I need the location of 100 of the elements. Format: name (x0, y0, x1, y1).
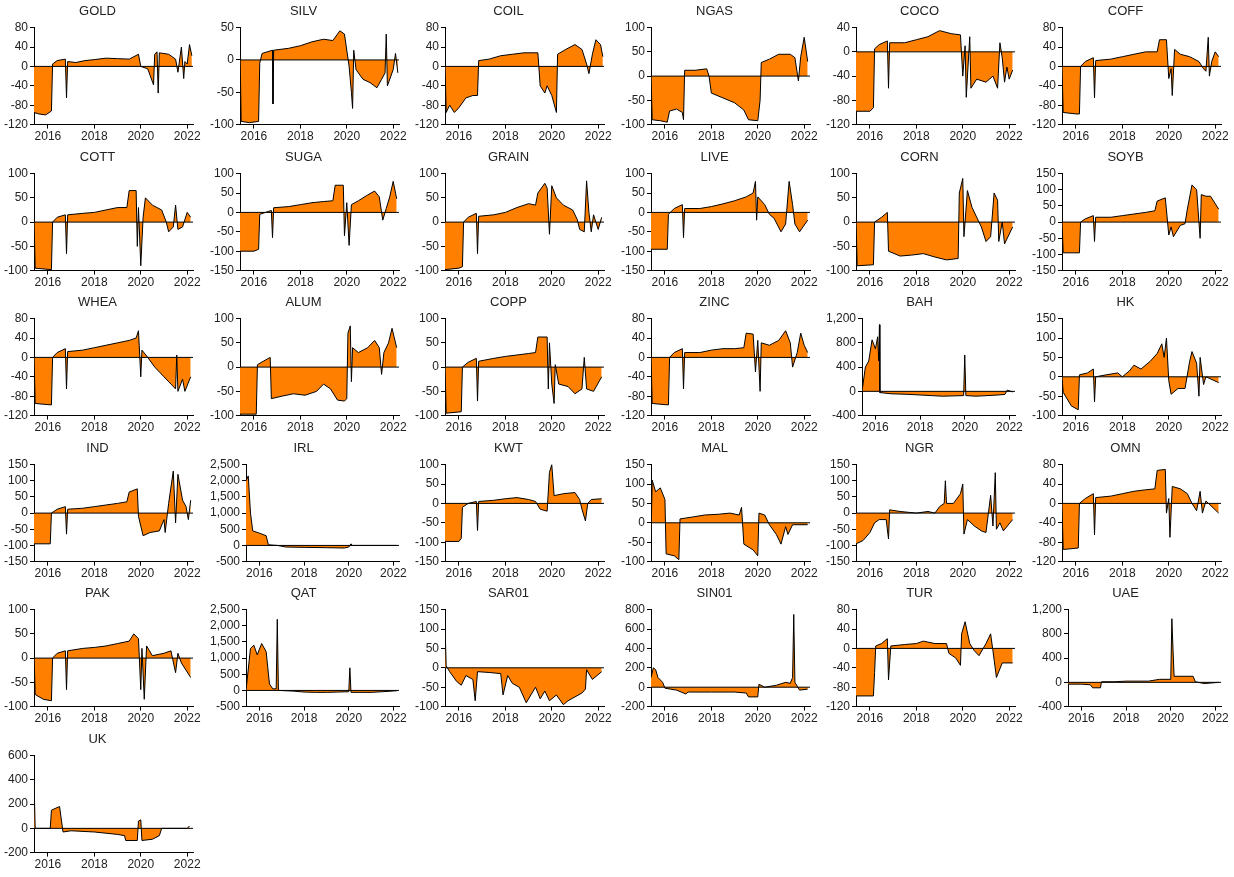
x-tick-label: 2020 (333, 420, 361, 435)
y-tick-label: -100 (3, 537, 29, 552)
y-tick-label: 200 (7, 796, 29, 811)
y-tick-label: 400 (624, 640, 646, 655)
chart-title: SOYB (1107, 149, 1144, 165)
y-tick-label: 100 (418, 456, 440, 471)
x-tick-label: 2022 (1201, 566, 1229, 581)
y-tick-label: 100 (624, 476, 646, 491)
x-tick-label: 2018 (1109, 566, 1137, 581)
y-tick-label: -500 (216, 553, 241, 568)
x-tick-label: 2016 (445, 420, 473, 435)
y-tick-label: 50 (631, 185, 646, 200)
y-tick-label: -80 (627, 388, 646, 403)
y-tick-label: 0 (1049, 214, 1057, 229)
x-tick-label: 2016 (34, 566, 62, 581)
y-tick-label: -50 (421, 515, 440, 530)
x-tick-label: 2020 (949, 275, 977, 290)
x-tick-label: 2020 (127, 566, 155, 581)
y-tick-label: 50 (14, 626, 29, 641)
x-tick-label: 2022 (173, 129, 201, 144)
y-tick-label: 150 (1035, 165, 1057, 180)
y-tick-label: -40 (421, 78, 440, 93)
x-tick-label: 2022 (584, 275, 612, 290)
y-tick-label: 600 (7, 747, 29, 762)
x-tick-label: 2016 (1062, 420, 1090, 435)
y-tick-label: 50 (631, 44, 646, 59)
y-tick-label: 0 (638, 515, 646, 530)
y-tick-label: 50 (425, 335, 440, 350)
y-tick-label: 50 (631, 495, 646, 510)
x-tick-label: 2018 (492, 711, 520, 726)
x-tick-label: 2022 (790, 129, 818, 144)
x-tick-label: 2018 (698, 566, 726, 581)
x-tick-label: 2022 (995, 275, 1023, 290)
y-tick-label: 0 (227, 359, 235, 374)
y-tick-label: 0 (638, 204, 646, 219)
x-tick-label: 2018 (1112, 711, 1140, 726)
chart-title: COFF (1107, 3, 1144, 19)
x-tick-label: 2016 (856, 566, 884, 581)
x-tick-label: 2018 (698, 275, 726, 290)
y-tick-label: 0 (1049, 495, 1057, 510)
y-tick-label: -100 (3, 262, 29, 277)
x-tick-label: 2016 (240, 420, 268, 435)
x-tick-label: 2018 (1109, 129, 1137, 144)
x-tick-label: 2016 (445, 566, 473, 581)
chart-title: IND (86, 440, 109, 456)
y-tick-label: 100 (213, 310, 235, 325)
x-tick-label: 2020 (127, 857, 155, 872)
y-tick-label: 40 (836, 621, 851, 636)
chart-title: SIN01 (696, 585, 733, 601)
x-tick-label: 2020 (949, 566, 977, 581)
chart-title: MAL (701, 440, 728, 456)
x-tick-label: 2016 (1062, 275, 1090, 290)
y-tick-label: 0 (843, 44, 851, 59)
x-tick-label: 2020 (333, 275, 361, 290)
x-tick-label: 2016 (651, 275, 679, 290)
y-tick-label: 0 (843, 505, 851, 520)
y-tick-label: -100 (209, 243, 235, 258)
x-tick-label: 2018 (81, 711, 109, 726)
chart-title: BAH (906, 294, 933, 310)
y-tick-label: 80 (1042, 456, 1057, 471)
y-tick-label: 50 (836, 489, 851, 504)
y-tick-label: 50 (425, 640, 440, 655)
y-tick-label: -120 (1031, 116, 1057, 131)
x-tick-label: 2022 (173, 711, 201, 726)
y-tick-label: -40 (832, 68, 851, 83)
y-tick-label: -120 (414, 116, 440, 131)
x-tick-label: 2020 (127, 275, 155, 290)
y-tick-label: 100 (624, 19, 646, 34)
x-tick-label: 2018 (287, 275, 315, 290)
y-tick-label: -40 (1038, 78, 1057, 93)
x-tick-label: 2018 (1109, 420, 1137, 435)
y-tick-label: 0 (227, 204, 235, 219)
x-tick-label: 2022 (584, 129, 612, 144)
x-tick-label: 2020 (744, 711, 772, 726)
x-tick-label: 2020 (127, 129, 155, 144)
y-tick-label: 40 (1042, 476, 1057, 491)
x-tick-label: 2016 (651, 566, 679, 581)
y-tick-label: 1,200 (1032, 601, 1063, 616)
y-tick-label: 0 (432, 660, 440, 675)
y-tick-label: -50 (1038, 388, 1057, 403)
chart-title: OMN (1110, 440, 1141, 456)
y-tick-label: -50 (627, 224, 646, 239)
y-tick-label: -120 (3, 407, 29, 422)
x-tick-label: 2020 (1155, 129, 1183, 144)
x-tick-label: 2018 (81, 420, 109, 435)
y-tick-label: 2,500 (210, 456, 241, 471)
y-tick-label: 0 (21, 349, 29, 364)
y-tick-label: 150 (829, 456, 851, 471)
x-tick-label: 2018 (1109, 275, 1137, 290)
x-tick-label: 2022 (996, 420, 1024, 435)
y-tick-label: -50 (10, 238, 29, 253)
y-tick-label: 800 (624, 601, 646, 616)
x-tick-label: 2018 (903, 275, 931, 290)
y-tick-label: 400 (836, 359, 857, 374)
y-tick-label: 100 (7, 473, 29, 488)
y-tick-label: -150 (209, 262, 235, 277)
x-tick-label: 2020 (335, 711, 363, 726)
x-tick-label: 2020 (744, 275, 772, 290)
x-tick-label: 2020 (1157, 711, 1185, 726)
y-tick-label: -50 (832, 238, 851, 253)
